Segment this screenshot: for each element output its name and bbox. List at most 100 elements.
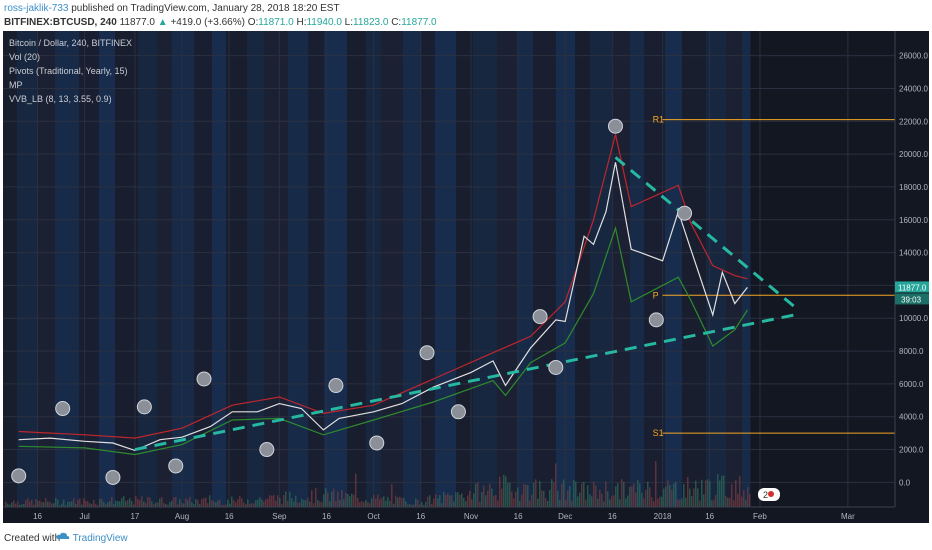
- volume-bar: [267, 498, 269, 507]
- session-band: [644, 31, 665, 507]
- chart-controls[interactable]: 2: [758, 488, 780, 501]
- marker-circle[interactable]: [369, 435, 385, 451]
- volume-bar: [473, 493, 475, 507]
- marker-circle[interactable]: [11, 468, 27, 484]
- volume-bar: [383, 496, 385, 507]
- legend-mp: MP: [9, 80, 23, 90]
- trend-lines[interactable]: [134, 156, 796, 452]
- volume-bar: [143, 501, 145, 507]
- session-band: [726, 31, 742, 507]
- volume-bar: [591, 496, 593, 507]
- volume-bar: [429, 495, 431, 507]
- marker-circle[interactable]: [648, 312, 664, 328]
- trendline[interactable]: [134, 313, 795, 452]
- volume-bar: [203, 497, 205, 507]
- marker-circle[interactable]: [532, 309, 548, 325]
- marker-circle[interactable]: [55, 401, 71, 417]
- marker-circle[interactable]: [548, 359, 564, 375]
- volume-bar: [227, 499, 229, 507]
- volume-bar: [381, 497, 383, 507]
- volume-bar: [723, 475, 725, 507]
- volume-bar: [415, 498, 417, 507]
- volume-bar: [639, 483, 641, 507]
- volume-bar: [339, 499, 341, 507]
- volume-bar: [185, 498, 187, 507]
- volume-bar: [587, 485, 589, 507]
- volume-bar: [547, 501, 549, 507]
- marker-circle[interactable]: [168, 458, 184, 474]
- volume-bar: [407, 504, 409, 507]
- volume-bar: [223, 505, 225, 507]
- volume-bar: [697, 488, 699, 507]
- x-axis-panel[interactable]: [3, 507, 929, 523]
- y-tick-label: 20000.0: [899, 150, 928, 159]
- author-link[interactable]: ross-jaklik-733: [4, 3, 69, 14]
- marker-circle[interactable]: [105, 469, 121, 485]
- volume-bar: [401, 497, 403, 507]
- tradingview-logo[interactable]: TradingView: [56, 531, 128, 544]
- volume-bar: [589, 494, 591, 507]
- volume-bar: [199, 503, 201, 507]
- volume-bar: [433, 498, 435, 507]
- volume-bar: [373, 494, 375, 507]
- volume-bar: [619, 499, 621, 507]
- volume-bar: [265, 499, 267, 507]
- volume-bar: [191, 502, 193, 507]
- volume-bar: [633, 483, 635, 507]
- volume-bar: [119, 501, 121, 507]
- marker-circle[interactable]: [328, 378, 344, 394]
- volume-bar: [683, 484, 685, 507]
- y-axis-panel[interactable]: [895, 31, 929, 523]
- price-chart[interactable]: 0.02000.04000.06000.08000.010000.012000.…: [3, 31, 929, 523]
- marker-circle[interactable]: [419, 345, 435, 361]
- volume-bar: [659, 496, 661, 507]
- volume-bar: [255, 500, 257, 507]
- volume-bar: [259, 497, 261, 507]
- legend-vvb: VVB_LB (8, 13, 3.55, 0.9): [9, 94, 112, 104]
- marker-circle[interactable]: [196, 371, 212, 387]
- session-band: [575, 31, 590, 507]
- volume-bar: [503, 474, 505, 507]
- volume-bar: [299, 502, 301, 507]
- volume-bar: [309, 501, 311, 507]
- volume-bar: [461, 493, 463, 507]
- volume-bar: [561, 483, 563, 507]
- volume-bar: [175, 496, 177, 507]
- marker-circle[interactable]: [450, 404, 466, 420]
- volume-bar: [439, 495, 441, 507]
- marker-circle[interactable]: [607, 118, 623, 134]
- volume-bar: [549, 490, 551, 507]
- marker-circle[interactable]: [259, 442, 275, 458]
- chart-area[interactable]: 0.02000.04000.06000.08000.010000.012000.…: [3, 31, 929, 523]
- volume-bar: [79, 498, 81, 507]
- volume-bar: [343, 499, 345, 507]
- volume-bar: [533, 482, 535, 507]
- volume-bar: [369, 503, 371, 507]
- volume-bar: [479, 501, 481, 507]
- axes[interactable]: 0.02000.04000.06000.08000.010000.012000.…: [3, 31, 929, 523]
- volume-bar: [101, 498, 103, 507]
- close-label: C:: [391, 17, 402, 28]
- marker-circle[interactable]: [136, 399, 152, 415]
- y-tick-label: 6000.0: [899, 380, 924, 389]
- annotation-markers[interactable]: [11, 118, 693, 485]
- volume-bar: [745, 499, 747, 507]
- volume-bar: [501, 488, 503, 507]
- volume-bar: [625, 498, 627, 507]
- session-band: [456, 31, 473, 507]
- marker-circle[interactable]: [677, 205, 693, 221]
- volume-bar: [691, 496, 693, 507]
- volume-bar: [463, 497, 465, 507]
- volume-bar: [497, 500, 499, 507]
- volume-bar: [335, 500, 337, 507]
- volume-bar: [585, 499, 587, 507]
- volume-bar: [107, 502, 109, 507]
- volume-bar: [409, 504, 411, 507]
- volume-bar: [511, 491, 513, 507]
- volume-bar: [245, 504, 247, 507]
- volume-bar: [47, 501, 49, 507]
- volume-bar: [351, 493, 353, 507]
- volume-bar: [333, 488, 335, 507]
- volume-bar: [73, 498, 75, 507]
- volume-bar: [205, 497, 207, 507]
